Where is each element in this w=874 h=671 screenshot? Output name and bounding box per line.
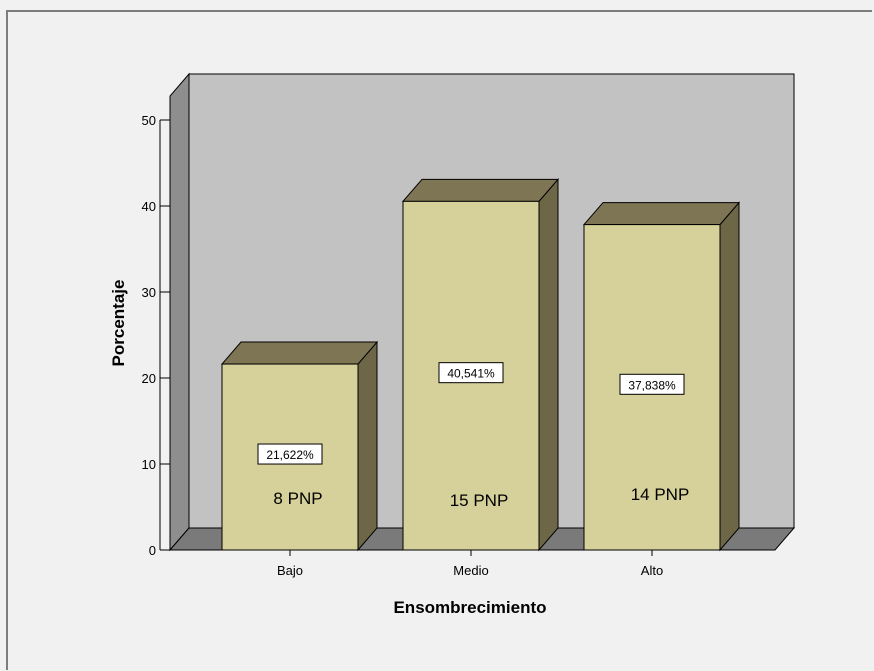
bar-side [357,340,378,552]
x-axis-label: Ensombrecimiento [393,598,546,617]
data-label: 37,838% [628,378,676,392]
bar-medio: 40,541% 15 PNP [401,178,560,552]
count-label: 15 PNP [450,491,509,510]
bars: 21,622% 8 PNP 40,541% 15 PNP 37,838% 14 PNP [220,178,741,552]
bar-side [719,201,740,552]
count-label: 8 PNP [273,489,322,508]
left-wall [169,72,190,552]
y-tick-label: 50 [142,113,156,128]
data-label: 40,541% [447,367,495,381]
data-label-box [619,373,685,395]
y-axis-label: Porcentaje [109,280,128,367]
y-tick-label: 20 [142,371,156,386]
y-tick-label: 10 [142,457,156,472]
bar-top [401,178,560,202]
bar-side [538,178,559,552]
x-tick-label: Bajo [277,563,303,578]
y-tick-label: 30 [142,285,156,300]
x-axis-categories: Bajo Medio Alto [277,550,663,578]
data-label-box [438,362,504,384]
y-axis: 0 10 20 30 40 50 [142,113,170,558]
chart-frame-border [6,10,872,670]
bar-alto: 37,838% 14 PNP [582,201,741,552]
bar-bajo: 21,622% 8 PNP [220,340,379,552]
count-label: 14 PNP [631,485,690,504]
data-label: 21,622% [266,448,314,462]
y-tick-label: 0 [149,543,156,558]
bar-top [220,341,379,365]
data-label-box [257,443,323,465]
x-tick-label: Alto [641,563,663,578]
bar-top [582,202,741,226]
y-tick-label: 40 [142,199,156,214]
x-tick-label: Medio [453,563,488,578]
